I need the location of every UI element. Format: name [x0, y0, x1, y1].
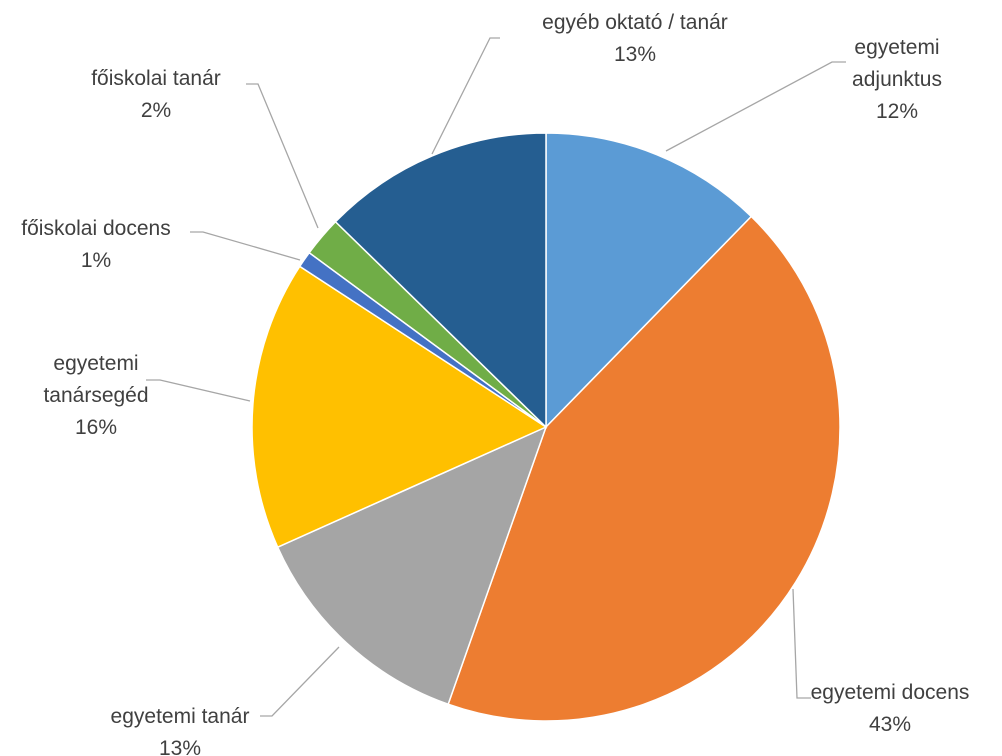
leader-line-0 [665, 61, 846, 152]
data-label-category: egyetemi [53, 352, 138, 375]
pie-slice-6 [334, 132, 547, 429]
data-labels-layer: egyetemi adjunktus 12%egyetemi docens 43%eg… [21, 11, 969, 756]
data-label-percent: 16% [75, 416, 117, 439]
data-label-category: főiskolai tanár [91, 67, 221, 90]
data-label-percent: 12% [876, 100, 918, 123]
data-label-percent: 43% [869, 713, 911, 736]
data-label-0: egyetemi adjunktus 12% [852, 36, 942, 123]
leader-line-3 [146, 379, 251, 402]
pie-slice-2 [276, 425, 548, 706]
data-label-percent: 1% [81, 249, 111, 272]
data-label-category: egyetemi docens [811, 681, 970, 704]
data-label-category: főiskolai docens [21, 217, 170, 240]
data-label-category: egyéb oktató / tanár [542, 11, 728, 34]
data-label-4: főiskolai docens 1% [21, 217, 170, 272]
data-label-category: egyetemi tanár [111, 705, 250, 728]
data-label-2: egyetemi tanár 13% [111, 705, 250, 756]
data-label-1: egyetemi docens 43% [811, 681, 970, 736]
data-label-percent: 13% [159, 737, 201, 756]
data-label-category: adjunktus [852, 68, 942, 91]
leader-line-2 [260, 646, 340, 717]
pie-slice-3 [251, 265, 548, 549]
data-label-5: főiskolai tanár 2% [91, 67, 221, 122]
data-label-percent: 13% [614, 43, 656, 66]
leader-line-5 [246, 83, 319, 229]
pie-slice-1 [447, 215, 841, 722]
leader-line-6 [431, 37, 500, 155]
data-label-3: egyetemi tanársegéd 16% [43, 352, 148, 439]
leader-line-4 [190, 231, 301, 261]
leader-line-1 [792, 588, 811, 699]
data-label-6: egyéb oktató / tanár 13% [542, 11, 728, 66]
slices-layer [251, 132, 841, 722]
data-label-category: egyetemi [854, 36, 939, 59]
data-label-category: tanársegéd [43, 384, 148, 407]
pie-slice-0 [545, 132, 753, 429]
leader-lines-layer [146, 37, 846, 717]
data-label-percent: 2% [141, 99, 171, 122]
